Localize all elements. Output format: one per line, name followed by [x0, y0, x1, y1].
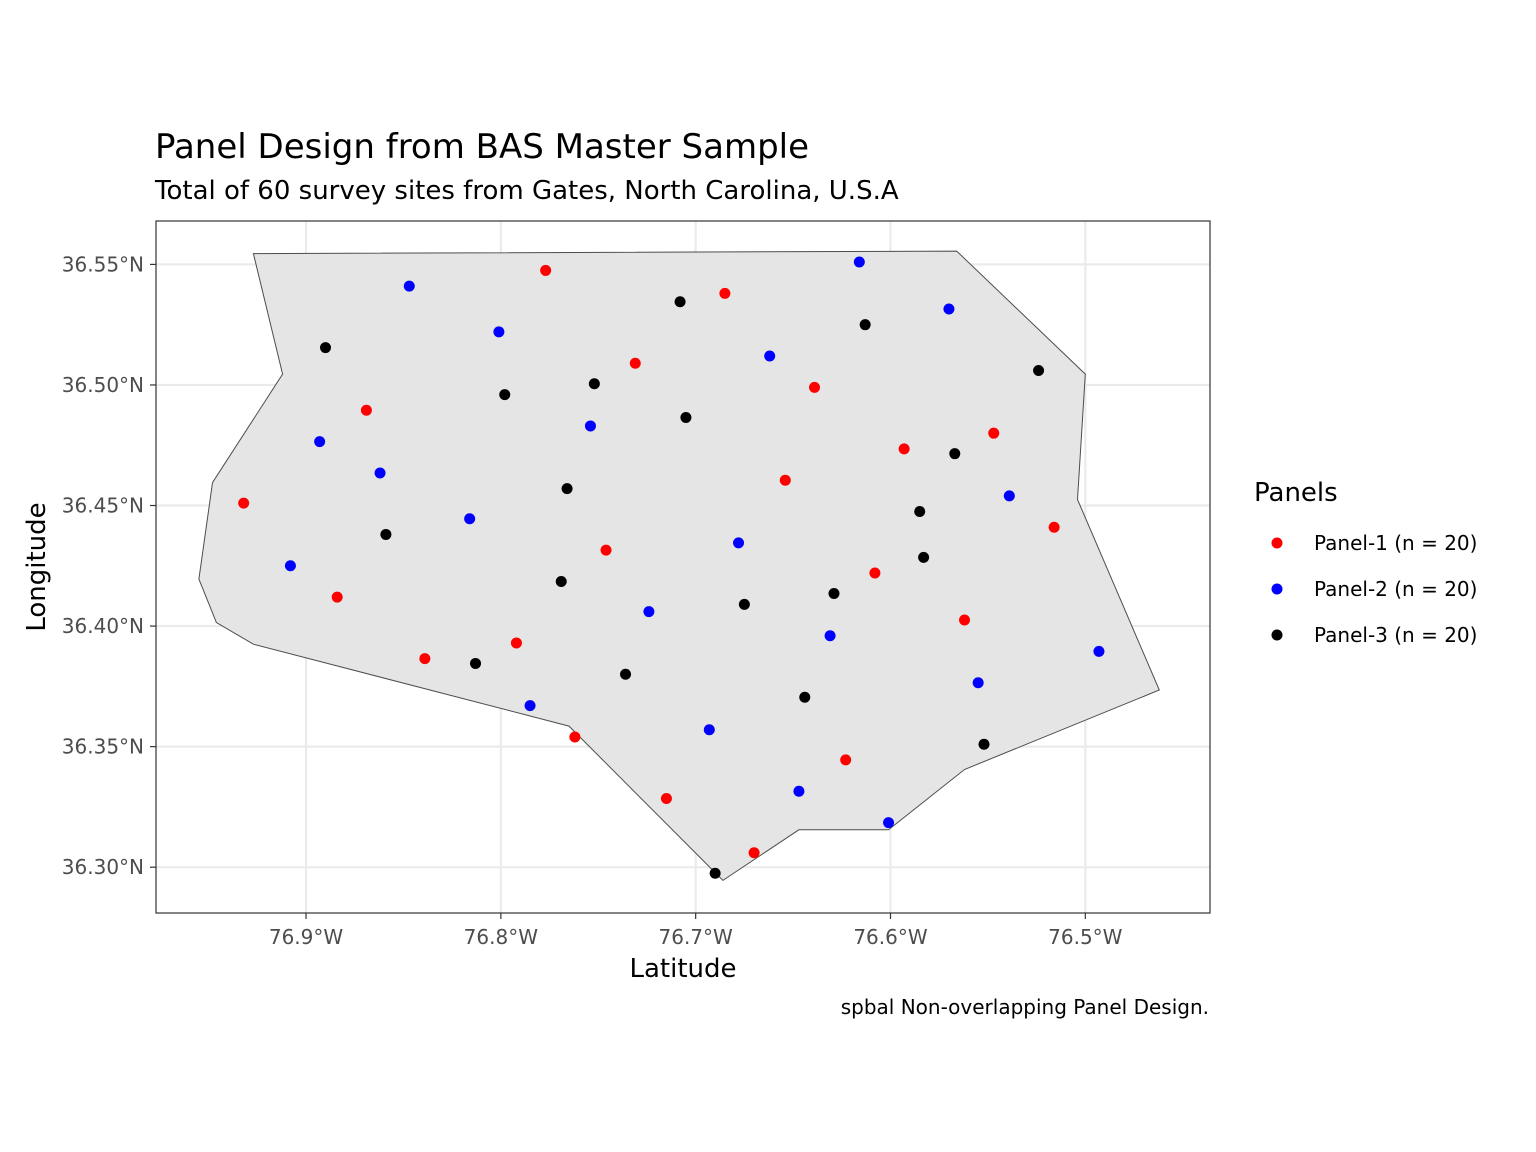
x-tick-label: 76.5°W: [1048, 925, 1123, 949]
point-panel-1: [629, 357, 641, 369]
panel-border: [155, 220, 1211, 914]
point-panel-3: [978, 738, 990, 750]
point-panel-3: [319, 342, 331, 354]
point-panel-3: [588, 378, 600, 390]
legend-label-panel-1: Panel-1 (n = 20): [1314, 531, 1477, 555]
point-panel-1: [988, 427, 1000, 439]
point-panel-1: [719, 287, 731, 299]
point-panel-2: [493, 326, 505, 338]
point-panel-1: [238, 497, 250, 509]
x-tick-label: 76.9°W: [269, 925, 344, 949]
point-panel-3: [1033, 364, 1045, 376]
point-panel-3: [738, 598, 750, 610]
point-panel-1: [600, 544, 612, 556]
point-panel-3: [380, 528, 392, 540]
y-tick-label: 36.40°N: [62, 614, 144, 638]
point-panel-2: [284, 560, 296, 572]
point-panel-1: [510, 637, 522, 649]
point-panel-1: [869, 567, 881, 579]
point-panel-2: [703, 724, 715, 736]
point-panel-2: [824, 630, 836, 642]
y-tick-label: 36.35°N: [62, 735, 144, 759]
point-panel-2: [733, 537, 745, 549]
x-axis-title: Latitude: [629, 954, 736, 984]
point-panel-1: [569, 731, 581, 743]
legend-label-panel-2: Panel-2 (n = 20): [1314, 577, 1477, 601]
x-tick-label: 76.6°W: [853, 925, 928, 949]
point-panel-2: [972, 677, 984, 689]
point-panel-2: [1003, 490, 1015, 502]
legend-key-panel-3: [1271, 629, 1283, 641]
point-panel-2: [524, 700, 536, 712]
point-panel-2: [883, 817, 895, 829]
point-panel-3: [674, 296, 686, 308]
point-panel-3: [709, 867, 721, 879]
legend-label-panel-3: Panel-3 (n = 20): [1314, 623, 1477, 647]
point-panel-2: [943, 303, 955, 315]
point-panel-2: [584, 420, 596, 432]
point-panel-2: [1093, 645, 1105, 657]
point-panel-1: [959, 614, 971, 626]
point-panel-2: [764, 350, 776, 362]
point-panel-3: [914, 506, 926, 518]
x-axis: 76.9°W 76.8°W 76.7°W 76.6°W 76.5°W: [269, 913, 1123, 949]
data-points: [238, 256, 1105, 879]
point-panel-3: [799, 691, 811, 703]
point-panel-2: [793, 785, 805, 797]
y-tick-label: 36.55°N: [62, 252, 144, 276]
point-panel-1: [331, 591, 343, 603]
legend-items: Panel-1 (n = 20) Panel-2 (n = 20) Panel-3 …: [1271, 531, 1477, 647]
point-panel-2: [374, 467, 386, 479]
chart-caption: spbal Non-overlapping Panel Design.: [841, 995, 1209, 1019]
point-panel-1: [809, 381, 821, 393]
point-panel-3: [949, 448, 961, 460]
point-panel-3: [555, 575, 567, 587]
point-panel-3: [620, 668, 632, 680]
point-panel-2: [643, 606, 655, 618]
point-panel-3: [918, 551, 930, 563]
point-panel-1: [360, 404, 372, 416]
legend-title: Panels: [1254, 478, 1338, 508]
point-panel-3: [859, 319, 871, 331]
y-tick-label: 36.50°N: [62, 373, 144, 397]
point-panel-1: [1048, 521, 1060, 533]
point-panel-1: [840, 754, 852, 766]
plot-panel: [155, 220, 1211, 914]
point-panel-3: [828, 588, 840, 600]
point-panel-1: [540, 264, 552, 276]
region-polygon: [198, 250, 1160, 882]
legend-key-panel-2: [1271, 583, 1283, 595]
y-axis-title: Longitude: [22, 502, 52, 631]
point-panel-3: [499, 389, 511, 401]
point-panel-1: [660, 792, 672, 804]
point-panel-3: [561, 483, 573, 495]
x-tick-label: 76.8°W: [464, 925, 539, 949]
chart-subtitle: Total of 60 survey sites from Gates, Nor…: [154, 176, 899, 206]
point-panel-2: [464, 513, 476, 525]
y-axis: 36.30°N 36.35°N 36.40°N 36.45°N 36.50°N 36.55…: [62, 252, 156, 879]
legend-key-panel-1: [1271, 537, 1283, 549]
point-panel-1: [748, 847, 760, 859]
point-panel-1: [779, 474, 791, 486]
y-tick-label: 36.45°N: [62, 494, 144, 518]
point-panel-3: [470, 657, 482, 669]
point-panel-1: [419, 653, 431, 665]
legend: Panels Panel-1 (n = 20)Panel-2 (n = 20)P…: [1254, 478, 1477, 647]
point-panel-2: [314, 436, 326, 448]
point-panel-1: [898, 443, 910, 455]
y-tick-label: 36.30°N: [62, 855, 144, 879]
point-panel-3: [680, 412, 692, 424]
x-tick-label: 76.7°W: [659, 925, 734, 949]
chart-title: Panel Design from BAS Master Sample: [155, 127, 809, 167]
point-panel-2: [853, 256, 865, 268]
point-panel-2: [403, 280, 415, 292]
